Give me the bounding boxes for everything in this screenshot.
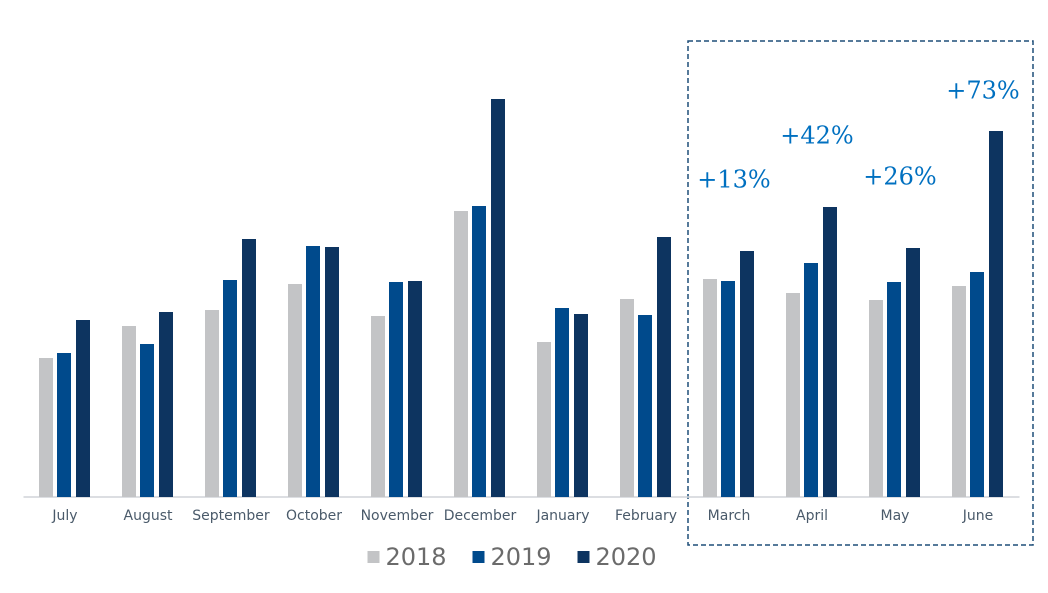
bar (57, 353, 71, 497)
x-tick-label: April (796, 508, 828, 524)
bar (371, 316, 385, 497)
bar (804, 263, 818, 497)
annotation: +13% (697, 166, 770, 194)
bar (574, 314, 588, 497)
bar (76, 320, 90, 497)
bar (325, 247, 339, 497)
legend-swatch (577, 551, 590, 563)
legend-label: 2020 (596, 543, 657, 571)
bar (952, 286, 966, 497)
bar (786, 293, 800, 497)
bar (703, 279, 717, 497)
bar (408, 281, 422, 497)
x-tick-label: October (286, 508, 342, 524)
x-tick-label: February (615, 508, 677, 524)
bar (620, 299, 634, 497)
bar (242, 239, 256, 497)
annotation: +26% (863, 163, 936, 191)
annotation: +42% (780, 122, 853, 150)
x-tick-label: January (535, 508, 589, 524)
bar (989, 131, 1003, 497)
x-tick-label: June (962, 508, 994, 524)
legend-label: 2018 (386, 543, 447, 571)
legend-label: 2019 (491, 543, 552, 571)
legend-swatch (472, 551, 485, 563)
bar (159, 312, 173, 497)
bar (740, 251, 754, 497)
bar (223, 280, 237, 497)
bar (288, 284, 302, 497)
bar (205, 310, 219, 497)
bar (823, 207, 837, 497)
bar (472, 206, 486, 497)
bar (454, 211, 468, 497)
x-tick-label: August (124, 508, 174, 524)
bar (306, 246, 320, 497)
x-tick-label: May (881, 508, 910, 524)
bar (389, 282, 403, 497)
x-tick-label: March (708, 508, 751, 524)
bar (39, 358, 53, 497)
annotation: +73% (946, 77, 1019, 105)
bar (906, 248, 920, 497)
legend-swatch (367, 551, 380, 563)
bar (887, 282, 901, 497)
bar (970, 272, 984, 497)
bar (869, 300, 883, 497)
bar (491, 99, 505, 497)
bar (657, 237, 671, 497)
bar (122, 326, 136, 497)
x-tick-label: December (444, 508, 517, 524)
x-tick-label: November (361, 508, 434, 524)
bar (555, 308, 569, 497)
bar (537, 342, 551, 497)
x-tick-label: July (51, 508, 77, 524)
x-tick-label: September (192, 508, 270, 524)
bar (638, 315, 652, 497)
highlight-box (687, 40, 1034, 546)
bar (721, 281, 735, 497)
bar (140, 344, 154, 497)
